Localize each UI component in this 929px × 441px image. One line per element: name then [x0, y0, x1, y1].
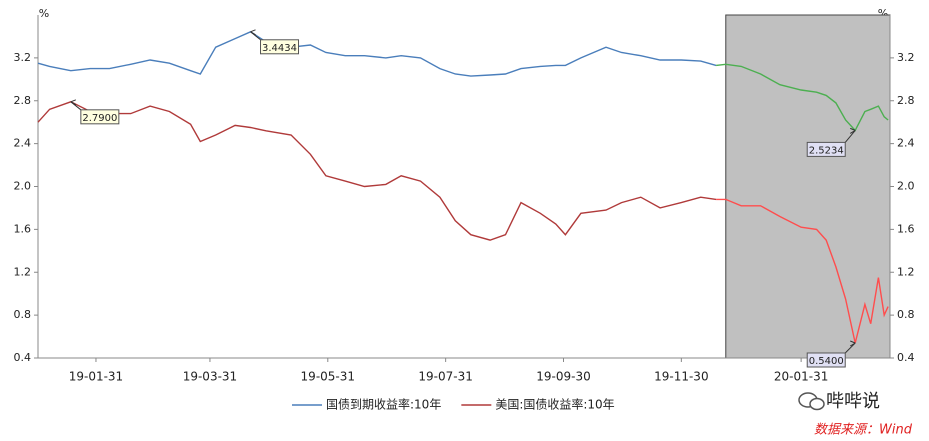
legend-label: 美国:国债收益率:10年: [495, 397, 614, 412]
annotation: 0.5400: [806, 340, 856, 368]
source: 数据来源：Wind: [814, 423, 913, 438]
annotation: 2.7900: [70, 99, 120, 125]
annotation-box: [806, 352, 846, 368]
annotation-arrow: [844, 130, 856, 143]
y2-tick-label: 0.8: [897, 308, 915, 321]
annotation-box: [806, 141, 846, 157]
y2-tick-label: 1.2: [897, 265, 915, 278]
series-line: [37, 31, 717, 77]
y2-tick-label: 3.2: [897, 51, 915, 64]
annotation: 3.4434: [250, 29, 300, 55]
annotation-box: [80, 109, 120, 125]
y2-tick-label: 1.6: [897, 222, 915, 235]
annotation-arrowhead: [849, 340, 856, 347]
y2-tick-label: 2.8: [897, 94, 915, 107]
y-tick-label: 1.6: [14, 222, 32, 235]
annotation-box: [260, 39, 300, 55]
annotation-arrowhead: [250, 29, 256, 36]
y2-tick-label: 2.4: [897, 137, 915, 150]
y-tick-label: 1.2: [14, 265, 32, 278]
y-unit: %: [39, 7, 49, 20]
annotation-arrow: [844, 342, 856, 354]
y2-tick-label: 2.0: [897, 180, 915, 193]
y-tick-label: 3.2: [14, 51, 32, 64]
x-tick-label: 19-05-31: [301, 370, 355, 384]
x-tick-label: 19-11-30: [654, 370, 708, 384]
x-tick-label: 19-07-31: [418, 370, 472, 384]
watermark: 哔哔说: [826, 391, 880, 412]
annotation-arrowhead: [849, 127, 856, 134]
series-line-highlight: [716, 63, 889, 132]
x-tick-label: 19-01-31: [69, 370, 123, 384]
annotation-label: 0.5400: [809, 356, 844, 367]
y-tick-label: 2.4: [14, 137, 32, 150]
annotation: 2.5234: [806, 127, 856, 157]
y-tick-label: 0.8: [14, 308, 32, 321]
series-line-highlight: [716, 198, 889, 344]
series-line: [37, 101, 717, 241]
x-tick-label: 19-03-31: [183, 370, 237, 384]
annotation-label: 2.7900: [82, 113, 117, 124]
watermark-icon: [798, 392, 825, 411]
y-tick-label: 2.0: [14, 180, 32, 193]
annotation-label: 3.4434: [262, 43, 297, 54]
y-tick-label: 0.4: [14, 351, 32, 364]
y-tick-label: 2.8: [14, 94, 32, 107]
annotation-arrowhead: [70, 99, 77, 106]
legend-label: 国债到期收益率:10年: [326, 397, 441, 412]
legend: 国债到期收益率:10年 美国:国债收益率:10年: [292, 397, 615, 412]
x-tick-label: 20-01-31: [774, 370, 828, 384]
annotation-label: 2.5234: [809, 145, 844, 156]
y2-tick-label: 0.4: [897, 351, 915, 364]
y2-unit: %: [878, 7, 888, 20]
x-tick-label: 19-09-30: [536, 370, 590, 384]
